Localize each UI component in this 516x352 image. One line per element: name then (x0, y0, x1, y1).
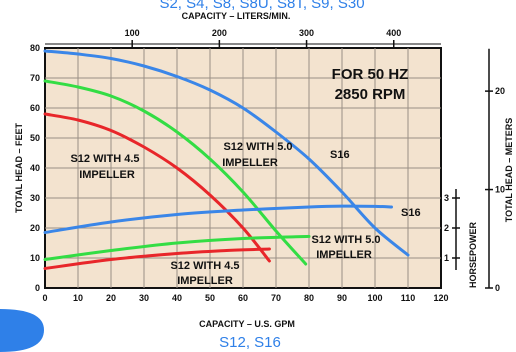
corner-tab-decoration (0, 309, 44, 352)
y2-tick-label: 20 (495, 86, 505, 96)
label-s12-50-power-line2: IMPELLER (316, 249, 372, 261)
x-tick-label: 0 (42, 293, 47, 303)
y-tick-label: 20 (30, 223, 40, 233)
x2-tick-label: 100 (125, 28, 140, 38)
x-tick-label: 20 (106, 293, 116, 303)
y2-tick-label: 0 (495, 283, 500, 293)
x2-tick-label: 400 (386, 28, 401, 38)
y-tick-label: 10 (30, 253, 40, 263)
label-s12-45-head-line1: S12 WITH 4.5 (70, 153, 139, 165)
horsepower-axis-title: HORSEPOWER (468, 222, 478, 289)
x-tick-label: 60 (238, 293, 248, 303)
curve-power-s12-with-4-5-impeller (43, 247, 271, 270)
x-tick-label: 70 (271, 293, 281, 303)
hp-tick-label: 2 (444, 223, 449, 233)
x2-tick-label: 300 (299, 28, 314, 38)
x-tick-label: 30 (139, 293, 149, 303)
x-tick-label: 50 (205, 293, 215, 303)
hp-tick-label: 1 (444, 253, 449, 263)
x2-tick-label: 200 (212, 28, 227, 38)
x-tick-label: 10 (73, 293, 83, 303)
y-tick-label: 70 (30, 73, 40, 83)
label-s12-45-head-line2: IMPELLER (79, 169, 135, 181)
y-tick-label: 30 (30, 193, 40, 203)
top-model-list: S2, S4, S8, S8U, S8T, S9, S30 (159, 0, 364, 12)
label-s16-power: S16 (401, 207, 421, 219)
x-tick-label: 40 (172, 293, 182, 303)
y-tick-label: 60 (30, 103, 40, 113)
y-tick-label: 50 (30, 133, 40, 143)
grid (45, 48, 441, 288)
curve-head-s12-with-4-5-impeller (43, 112, 271, 263)
x-tick-label: 100 (367, 293, 382, 303)
label-s12-45-power-line2: IMPELLER (177, 275, 233, 287)
axes: 0 10 20 30 40 50 60 70 80 90 100 110 120010203040506… (30, 28, 505, 303)
label-s12-50-power-line1: S12 WITH 5.0 (311, 234, 380, 246)
condition-frequency: FOR 50 HZ (332, 66, 409, 83)
curve-head-s12-with-5-0-impeller (43, 79, 308, 266)
curves (43, 49, 410, 270)
bottom-model-list: S12, S16 (219, 334, 281, 351)
label-s12-45-power-line1: S12 WITH 4.5 (170, 260, 239, 272)
hp-tick-label: 3 (444, 193, 449, 203)
x-tick-label: 80 (304, 293, 314, 303)
curve-power-s12-with-5-0-impeller (43, 234, 311, 261)
y2-axis-title: TOTAL HEAD – METERS (504, 118, 514, 223)
y-tick-label: 80 (30, 43, 40, 53)
y-tick-label: 0 (35, 283, 40, 293)
x-axis-title: CAPACITY – U.S. GPM (199, 319, 295, 329)
label-s12-50-head-line1: S12 WITH 5.0 (223, 141, 292, 153)
x-tick-label: 90 (337, 293, 347, 303)
top-axis-title: CAPACITY – LITERS/MIN. (182, 11, 291, 21)
label-s16-head: S16 (330, 149, 350, 161)
condition-rpm: 2850 RPM (335, 86, 406, 103)
y-axis-title: TOTAL HEAD – FEET (14, 122, 24, 213)
x-tick-label: 110 (401, 293, 416, 303)
curve-head-s16 (43, 49, 410, 257)
y2-tick-label: 10 (495, 185, 505, 195)
x-tick-label: 120 (433, 293, 448, 303)
y-tick-label: 40 (30, 163, 40, 173)
label-s12-50-head-line2: IMPELLER (222, 157, 278, 169)
curve-power-s16 (43, 204, 393, 234)
